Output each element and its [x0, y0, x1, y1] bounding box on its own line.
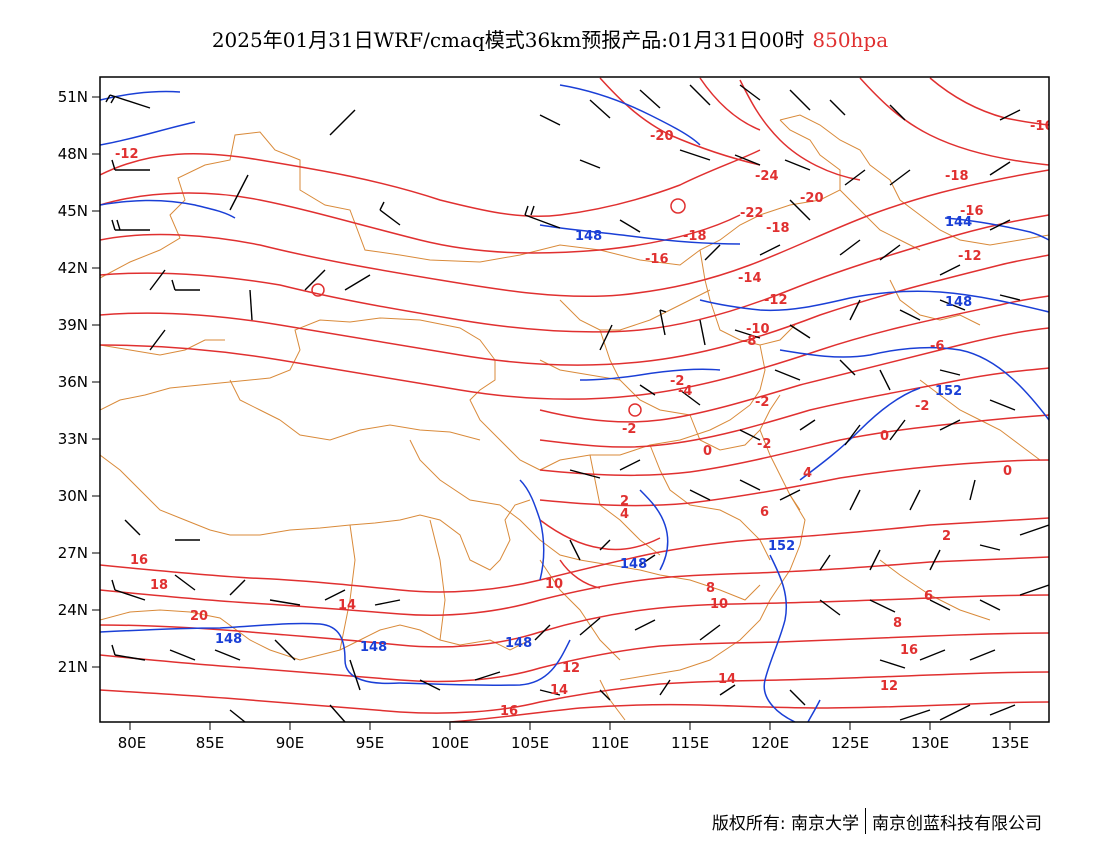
- lon-label: 85E: [196, 734, 225, 752]
- lat-label: 24N: [58, 601, 88, 619]
- t-label: 6: [924, 589, 933, 604]
- t-label: -12: [764, 293, 788, 308]
- footer-divider: [865, 808, 866, 834]
- t-label: -12: [958, 249, 982, 264]
- lat-label: 30N: [58, 487, 88, 505]
- t-label: 4: [620, 507, 629, 522]
- lon-label: 110E: [591, 734, 629, 752]
- temperature-labels: -12 -16 -20 -24 -18 -22 -20 -18 -16 -16 …: [115, 119, 1054, 719]
- t-label: 16: [900, 643, 918, 658]
- t-label: -4: [678, 384, 692, 399]
- copyright-text: 版权所有: 南京大学: [711, 813, 859, 834]
- lat-label: 39N: [58, 316, 88, 334]
- t-label: 0: [703, 444, 712, 459]
- h-label: 148: [360, 640, 387, 655]
- t-label: -2: [755, 395, 769, 410]
- t-label: -16: [960, 204, 984, 219]
- h-label: 148: [215, 632, 242, 647]
- longitude-axis: 80E 85E 90E 95E 100E 105E 110E 115E 120E…: [118, 722, 1029, 752]
- lon-label: 105E: [511, 734, 549, 752]
- plot-frame: [99, 76, 1050, 723]
- lat-label: 48N: [58, 145, 88, 163]
- t-label: 16: [130, 553, 148, 568]
- t-label: -2: [622, 422, 636, 437]
- t-label: -18: [683, 229, 707, 244]
- t-label: 20: [190, 609, 208, 624]
- footer: 版权所有: 南京大学 南京创蓝科技有限公司: [712, 808, 1042, 834]
- t-label: -20: [650, 129, 674, 144]
- t-label: 4: [803, 466, 812, 481]
- latitude-axis: 51N 48N 45N 42N 39N 36N 33N 30N 27N 24N …: [58, 88, 100, 676]
- lon-label: 80E: [118, 734, 147, 752]
- h-label: 148: [945, 295, 972, 310]
- wind-barbs: [105, 84, 1049, 722]
- t-label: 2: [942, 529, 951, 544]
- title-text: 2025年01月31日WRF/cmaq模式36km预报产品:01月31日00时: [211, 28, 805, 52]
- t-label: 14: [550, 683, 568, 698]
- t-label: -22: [740, 206, 764, 221]
- t-label: 8: [706, 581, 715, 596]
- t-label: 2: [620, 494, 629, 509]
- t-label: 10: [545, 577, 563, 592]
- t-label: -2: [757, 437, 771, 452]
- h-label: 152: [768, 539, 795, 554]
- lat-label: 33N: [58, 430, 88, 448]
- t-label: -8: [742, 334, 756, 349]
- country-borders: [100, 114, 1049, 721]
- t-label: 18: [150, 578, 168, 593]
- t-label: -12: [115, 147, 139, 162]
- t-label: 8: [893, 616, 902, 631]
- lon-label: 100E: [431, 734, 469, 752]
- height-labels: 148 144 148 152 152 148 148 148 148: [215, 215, 972, 655]
- h-label: 148: [620, 557, 647, 572]
- height-contours: [100, 84, 1049, 722]
- t-label: 0: [1003, 464, 1012, 479]
- lon-label: 125E: [831, 734, 869, 752]
- t-label: 12: [880, 679, 898, 694]
- t-label: -2: [670, 374, 684, 389]
- lon-label: 95E: [356, 734, 385, 752]
- t-label: -16: [645, 252, 669, 267]
- t-label: -16: [1030, 119, 1054, 134]
- temperature-isotherms: [100, 77, 1049, 722]
- t-label: 16: [500, 704, 518, 719]
- t-label: -6: [930, 339, 944, 354]
- t-label: 10: [710, 597, 728, 612]
- t-label: 12: [562, 661, 580, 676]
- lat-label: 27N: [58, 544, 88, 562]
- company-text: 南京创蓝科技有限公司: [872, 813, 1042, 834]
- t-label: 0: [880, 429, 889, 444]
- t-label: -2: [915, 399, 929, 414]
- pressure-level: 850hpa: [812, 28, 889, 52]
- t-label: -14: [738, 271, 762, 286]
- lon-label: 120E: [751, 734, 789, 752]
- map-title: 2025年01月31日WRF/cmaq模式36km预报产品:01月31日00时 8…: [0, 24, 1100, 53]
- t-label: -10: [746, 322, 770, 337]
- t-label: -20: [800, 191, 824, 206]
- lon-label: 90E: [276, 734, 305, 752]
- t-label: -18: [945, 169, 969, 184]
- h-label: 148: [505, 636, 532, 651]
- lon-label: 135E: [991, 734, 1029, 752]
- t-label: -24: [755, 169, 779, 184]
- t-label: 6: [760, 505, 769, 520]
- lon-label: 130E: [911, 734, 949, 752]
- t-label: 14: [718, 672, 736, 687]
- lat-label: 42N: [58, 259, 88, 277]
- lat-label: 51N: [58, 88, 88, 106]
- t-label: -18: [766, 221, 790, 236]
- lat-label: 45N: [58, 202, 88, 220]
- h-label: 144: [945, 215, 972, 230]
- h-label: 152: [935, 384, 962, 399]
- h-label: 148: [575, 229, 602, 244]
- lat-label: 36N: [58, 373, 88, 391]
- lat-label: 21N: [58, 658, 88, 676]
- t-label: 14: [338, 598, 356, 613]
- lon-label: 115E: [671, 734, 709, 752]
